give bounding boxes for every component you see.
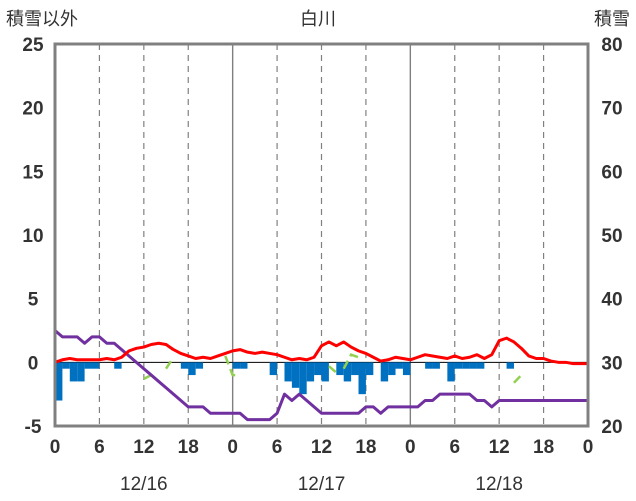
left-axis-title: 積雪以外: [6, 9, 78, 29]
precipitation-bar: [351, 362, 359, 376]
precipitation-bar: [180, 362, 189, 369]
precipitation-bar: [69, 362, 78, 382]
precipitation-bar: [269, 362, 278, 376]
x-tick-label: 12: [489, 437, 510, 458]
snow-depth-line: [54, 329, 588, 422]
left-y-tick-label: 5: [28, 290, 39, 311]
precipitation-bar: [314, 362, 322, 376]
precipitation-bar: [506, 362, 514, 369]
sunshine-segment: [328, 365, 338, 374]
temperature-line: [54, 336, 588, 366]
precipitation-bar: [195, 362, 204, 369]
x-tick-label: 12: [133, 437, 154, 458]
right-y-tick-label: 80: [601, 35, 622, 56]
precipitation-bar: [321, 362, 329, 382]
precipitation-bar: [62, 362, 70, 369]
plot-frame: [53, 42, 590, 428]
precipitation-bar: [395, 362, 403, 369]
precipitation-bars: [55, 362, 514, 401]
date-label: 12/17: [298, 474, 346, 495]
x-tick-label: 6: [449, 437, 460, 458]
right-y-tick-label: 70: [601, 99, 622, 120]
right-y-tick-label: 30: [601, 353, 622, 374]
precipitation-bar: [365, 362, 374, 376]
right-y-tick-label: 40: [601, 290, 622, 311]
series-lines: [54, 329, 588, 422]
precipitation-bar: [476, 362, 485, 369]
precipitation-bar: [306, 362, 315, 382]
left-y-tick-label: 25: [22, 35, 44, 56]
x-tick-label: 12: [311, 437, 332, 458]
precipitation-bar: [92, 362, 100, 369]
x-tick-label: 0: [50, 437, 61, 458]
date-label: 12/18: [475, 474, 523, 495]
precipitation-bar: [77, 362, 85, 382]
precipitation-bar: [432, 362, 440, 369]
right-y-tick-label: 60: [601, 162, 622, 183]
x-tick-label: 0: [227, 437, 238, 458]
precipitation-bar: [425, 362, 433, 369]
chart-title: 白川: [300, 9, 336, 29]
precipitation-bar: [240, 362, 248, 369]
left-y-tick-label: -5: [25, 417, 42, 438]
date-label: 12/16: [120, 474, 168, 495]
sunshine-segment: [513, 374, 523, 384]
precipitation-bar: [454, 362, 463, 369]
right-axis-title: 積雪: [594, 9, 630, 29]
left-y-tick-label: 10: [22, 226, 43, 247]
precipitation-bar: [336, 362, 344, 376]
x-tick-label: 0: [583, 437, 594, 458]
precipitation-bar: [462, 362, 470, 369]
left-y-tick-label: 15: [22, 162, 44, 183]
sunshine-segment: [164, 356, 175, 370]
precipitation-bar: [84, 362, 93, 369]
precipitation-bar: [388, 362, 396, 376]
left-y-tick-label: 0: [28, 353, 39, 374]
precipitation-bar: [299, 362, 307, 395]
x-tick-label: 18: [355, 437, 376, 458]
precipitation-bar: [114, 362, 122, 369]
precipitation-bar: [447, 362, 455, 382]
sunshine-segment: [342, 353, 359, 370]
precipitation-bar: [55, 362, 63, 401]
precipitation-bar: [343, 362, 352, 382]
right-y-tick-label: 50: [601, 226, 622, 247]
precipitation-bar: [232, 362, 241, 369]
precipitation-bar: [380, 362, 389, 382]
precipitation-bar: [284, 362, 292, 382]
x-tick-label: 18: [533, 437, 554, 458]
plot-border: [53, 42, 590, 428]
precipitation-bar: [291, 362, 300, 388]
x-tick-label: 0: [405, 437, 416, 458]
left-y-tick-label: 20: [22, 99, 43, 120]
precipitation-bar: [358, 362, 366, 395]
x-tick-label: 6: [94, 437, 105, 458]
precipitation-bar: [402, 362, 411, 376]
right-y-tick-label: 20: [601, 417, 622, 438]
sunshine-segment: [224, 355, 241, 377]
x-tick-label: 6: [272, 437, 283, 458]
x-tick-label: 18: [178, 437, 199, 458]
precipitation-bar: [469, 362, 477, 369]
precipitation-bar: [188, 362, 196, 376]
